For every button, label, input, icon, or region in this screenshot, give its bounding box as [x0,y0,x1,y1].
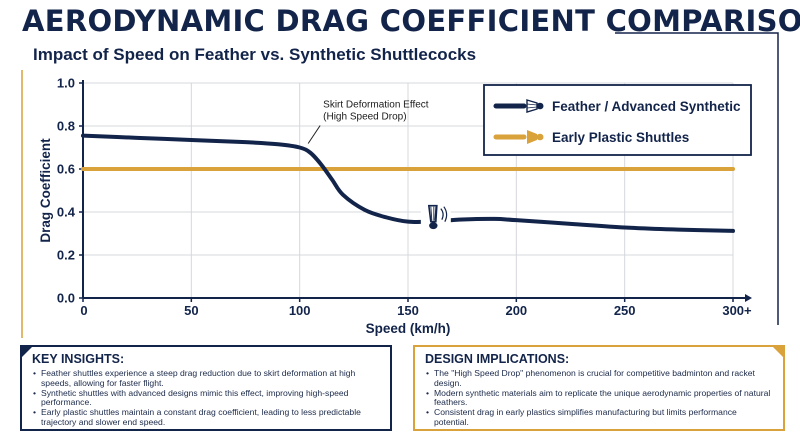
x-tick-label: 200 [505,303,527,318]
y-axis-label: Drag Coefficient [38,138,53,243]
motion-line [440,208,444,220]
motion-line [443,206,448,222]
chart-annotations: Skirt Deformation Effect(High Speed Drop… [307,100,429,144]
panel-corner-accent [20,345,34,359]
drag-coefficient-chart: 0.0 0.2 0.4 0.6 0.8 1.0 0 50 100 150 200 250 300+ Spe… [38,76,752,337]
icon-feather-line [526,106,538,109]
x-tick-label: 300+ [722,303,752,318]
annotation-leader-line [307,125,321,144]
icon-cork [536,102,544,110]
chart-subtitle: Impact of Speed on Feather vs. Synthetic… [33,45,477,64]
list-item: Consistent drag in early plastics simpli… [426,407,773,428]
shuttle-feather-line [430,206,433,221]
feather-shuttlecock-icon [420,201,451,232]
y-tick-label: 0.4 [57,205,76,220]
chart-grid [83,82,734,298]
icon-skirt [527,130,537,144]
feather-shuttlecock-icon [526,99,544,113]
list-item: The "High Speed Drop" phenomenon is cruc… [426,368,773,389]
x-axis-arrow-icon [745,294,752,302]
design-implications-list: The "High Speed Drop" phenomenon is cruc… [425,368,773,428]
legend-label: Feather / Advanced Synthetic [552,99,741,114]
legend-label: Early Plastic Shuttles [552,130,689,145]
x-tick-label: 0 [80,303,87,318]
x-axis-label: Speed (km/h) [366,321,451,336]
y-tick-label: 0.8 [57,119,75,134]
y-tick-label: 0.0 [57,291,75,306]
annotation-text: Skirt Deformation Effect [323,100,429,111]
list-item: Modern synthetic materials aim to replic… [426,388,773,409]
key-insights-panel: KEY INSIGHTS: Feather shuttles experienc… [20,345,392,431]
panel-corner-accent [771,345,785,359]
icon-cork [536,133,544,141]
icon-skirt [526,99,538,113]
y-tick-label: 0.2 [57,248,75,263]
annotation-text: (High Speed Drop) [323,112,406,123]
x-tick-label: 50 [184,303,198,318]
chart-series [81,133,735,233]
chart-legend: Feather / Advanced Synthetic Early Plasti… [483,84,752,156]
series-line-feather-advanced-synthetic [81,133,735,233]
y-tick-label: 1.0 [57,76,75,91]
list-item: Feather shuttles experience a steep drag… [33,368,380,389]
key-insights-heading: KEY INSIGHTS: [32,352,125,366]
y-tick-label: 0.6 [57,162,75,177]
list-item: Synthetic shuttles with advanced designs… [33,388,380,409]
chart-title: AERODYNAMIC DRAG COEFFICIENT COMPARISON [22,4,800,38]
x-tick-label: 250 [614,303,636,318]
shuttle-cork [429,222,438,230]
design-implications-panel: DESIGN IMPLICATIONS: The "High Speed Dro… [413,345,785,431]
shuttle-feather-line [434,206,437,221]
x-tick-label: 100 [289,303,311,318]
plastic-shuttlecock-icon [527,130,544,144]
x-tick-label: 150 [397,303,419,318]
key-insights-list: Feather shuttles experience a steep drag… [32,368,380,428]
icon-feather-line [526,103,538,106]
chart-axes: 0.0 0.2 0.4 0.6 0.8 1.0 0 50 100 150 200 250 300+ Spe… [38,76,752,337]
design-implications-heading: DESIGN IMPLICATIONS: [425,352,570,366]
list-item: Early plastic shuttles maintain a consta… [33,407,380,428]
